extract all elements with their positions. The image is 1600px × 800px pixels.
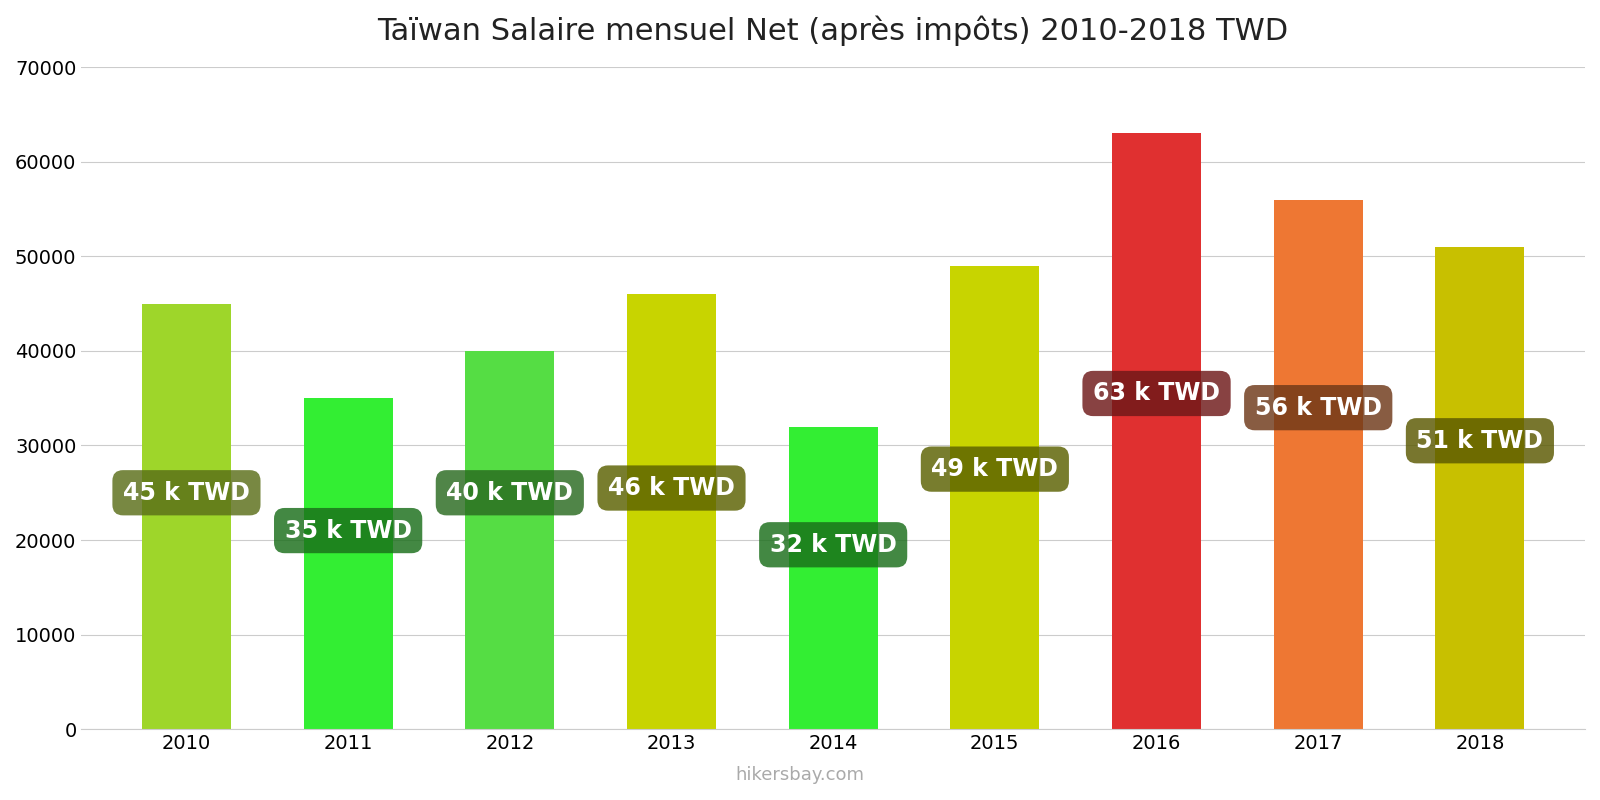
Bar — [789, 426, 878, 729]
Bar — [1112, 134, 1202, 729]
Text: 63 k TWD: 63 k TWD — [1093, 382, 1221, 406]
Bar — [466, 351, 554, 729]
Bar — [142, 304, 230, 729]
Text: 40 k TWD: 40 k TWD — [446, 481, 573, 505]
Text: 35 k TWD: 35 k TWD — [285, 518, 411, 542]
Text: 46 k TWD: 46 k TWD — [608, 476, 734, 500]
Bar — [1435, 247, 1525, 729]
Text: 45 k TWD: 45 k TWD — [123, 481, 250, 505]
Text: 32 k TWD: 32 k TWD — [770, 533, 896, 557]
Title: Taïwan Salaire mensuel Net (après impôts) 2010-2018 TWD: Taïwan Salaire mensuel Net (après impôts… — [378, 15, 1288, 46]
Text: 49 k TWD: 49 k TWD — [931, 457, 1058, 481]
Bar — [1274, 200, 1363, 729]
Bar — [304, 398, 392, 729]
Bar — [627, 294, 715, 729]
Text: 51 k TWD: 51 k TWD — [1416, 429, 1544, 453]
Text: 56 k TWD: 56 k TWD — [1254, 396, 1382, 420]
Bar — [950, 266, 1040, 729]
Text: hikersbay.com: hikersbay.com — [736, 766, 864, 784]
